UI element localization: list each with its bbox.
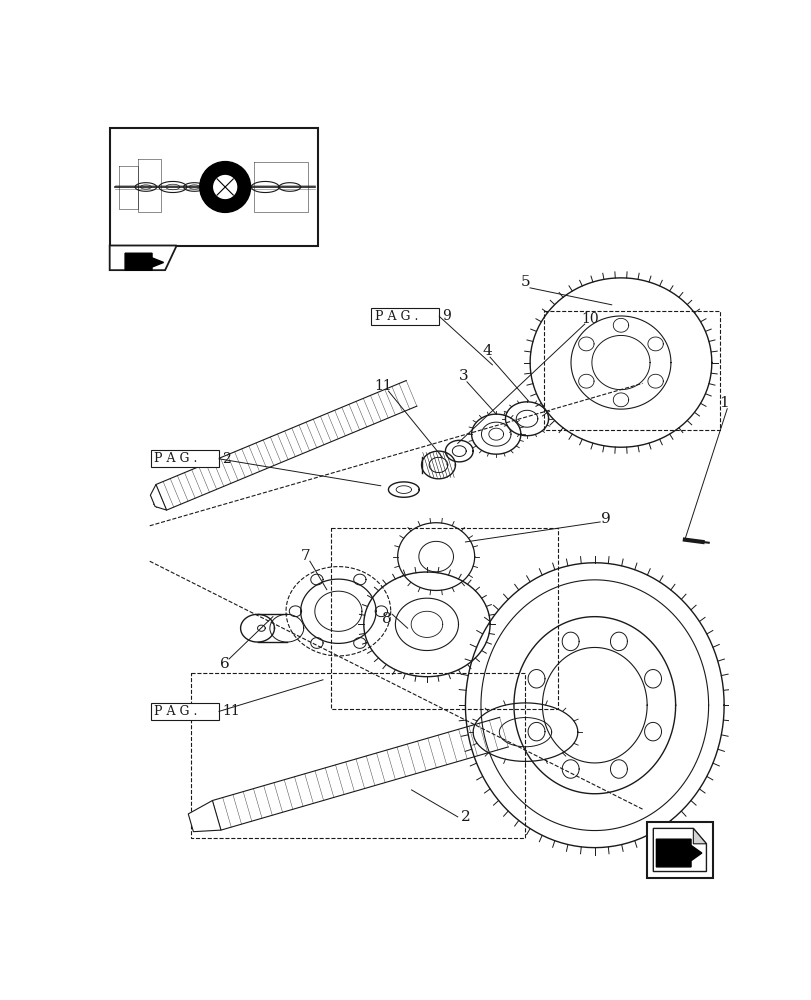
Text: 1: 1	[719, 396, 728, 410]
Polygon shape	[188, 801, 221, 832]
Polygon shape	[655, 839, 701, 867]
Bar	[151, 703, 219, 720]
Circle shape	[213, 176, 236, 198]
Text: 9: 9	[442, 309, 451, 323]
Polygon shape	[653, 828, 706, 872]
Text: 4: 4	[482, 344, 491, 358]
Bar	[646, 822, 712, 878]
Text: 6: 6	[219, 657, 229, 671]
Text: 8: 8	[382, 612, 391, 626]
Bar	[330, 528, 557, 709]
Text: 10: 10	[581, 312, 599, 326]
Bar	[543, 311, 719, 430]
Text: 11: 11	[222, 704, 239, 718]
Bar	[151, 450, 219, 467]
Polygon shape	[150, 485, 166, 510]
Bar	[371, 308, 439, 325]
Text: P A G .: P A G .	[374, 310, 418, 323]
Polygon shape	[693, 828, 706, 844]
Bar	[109, 128, 317, 246]
Text: P A G .: P A G .	[154, 705, 198, 718]
Polygon shape	[125, 253, 163, 270]
Text: 2: 2	[222, 452, 230, 466]
Text: P A G .: P A G .	[154, 452, 198, 465]
Bar	[191, 673, 525, 838]
Polygon shape	[109, 246, 177, 270]
Text: 7: 7	[300, 549, 310, 563]
Text: 2: 2	[460, 810, 470, 824]
Text: 3: 3	[458, 369, 468, 383]
Text: 11: 11	[374, 379, 392, 393]
Text: 5: 5	[520, 275, 530, 289]
Text: 9: 9	[601, 512, 611, 526]
Circle shape	[200, 162, 251, 212]
